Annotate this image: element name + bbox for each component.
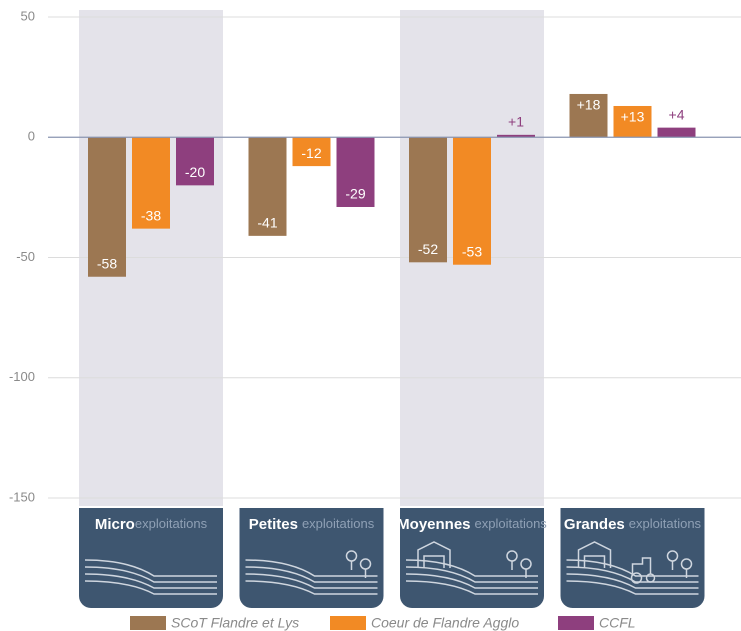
field-line xyxy=(405,580,538,595)
field-line xyxy=(566,566,699,583)
legend-label: Coeur de Flandre Agglo xyxy=(371,615,519,631)
category-name: Moyennes xyxy=(397,516,470,533)
category-label: Petites exploitations xyxy=(249,516,375,533)
bar xyxy=(409,137,447,263)
y-tick-label: -150 xyxy=(9,489,35,504)
category-panel: Petites exploitations xyxy=(239,508,384,608)
bar xyxy=(88,137,126,277)
tractor xyxy=(631,557,652,574)
field-line xyxy=(84,559,217,577)
legend-swatch xyxy=(558,616,594,630)
field-line xyxy=(84,573,217,589)
bar xyxy=(292,137,331,167)
value-label: -38 xyxy=(141,207,161,223)
field-line xyxy=(566,580,699,595)
value-label: -52 xyxy=(418,241,438,257)
category-suffix: exploitations xyxy=(135,516,208,531)
value-label: +1 xyxy=(508,114,524,130)
value-label: -29 xyxy=(345,186,365,202)
legend-label: CCFL xyxy=(599,615,636,631)
category-suffix: exploitations xyxy=(475,516,548,531)
field-line xyxy=(245,580,378,595)
field-line xyxy=(405,573,538,589)
field-line xyxy=(84,580,217,595)
bar xyxy=(497,134,535,138)
category-name: Grandes xyxy=(564,516,625,533)
bar xyxy=(132,137,170,229)
bar xyxy=(176,137,214,186)
value-label: +13 xyxy=(621,109,645,125)
category-name: Micro xyxy=(95,516,135,533)
bar xyxy=(569,93,608,138)
category-suffix: exploitations xyxy=(302,516,375,531)
field-line xyxy=(405,559,538,577)
y-tick-label: -100 xyxy=(9,369,35,384)
y-tick-label: -50 xyxy=(16,249,35,264)
field-line xyxy=(566,573,699,589)
category-label: Grandes exploitations xyxy=(564,516,702,533)
field-line xyxy=(405,566,538,583)
value-label: -58 xyxy=(97,255,117,271)
tractor-wheel xyxy=(630,572,643,584)
bar xyxy=(336,137,375,207)
bar xyxy=(248,137,287,236)
value-label: -41 xyxy=(257,215,277,231)
value-label: -12 xyxy=(301,145,321,161)
bar xyxy=(613,105,652,138)
field-line xyxy=(84,566,217,583)
value-label: +4 xyxy=(669,106,685,122)
tractor-wheel xyxy=(645,573,656,583)
field-line xyxy=(245,566,378,583)
legend-label: SCoT Flandre et Lys xyxy=(171,615,299,631)
y-tick-label: 0 xyxy=(28,129,35,144)
field-line xyxy=(245,559,378,577)
field-line xyxy=(566,559,699,577)
value-label: +18 xyxy=(577,97,601,113)
barn xyxy=(417,541,451,568)
bar xyxy=(657,127,696,138)
category-panel: Grandes exploitations xyxy=(560,508,705,608)
legend-swatch xyxy=(130,616,166,630)
category-panel: Moyennes exploitations xyxy=(397,508,547,608)
bar xyxy=(453,137,491,265)
category-suffix: exploitations xyxy=(629,516,702,531)
value-label: -20 xyxy=(185,164,205,180)
value-label: -53 xyxy=(462,243,482,259)
category-label: Microexploitations xyxy=(95,516,208,533)
category-name: Petites xyxy=(249,516,298,533)
y-tick-label: 50 xyxy=(21,8,35,23)
field-line xyxy=(245,573,378,589)
category-panel: Microexploitations xyxy=(79,508,223,608)
barn xyxy=(577,541,612,568)
category-label: Moyennes exploitations xyxy=(397,516,547,533)
legend-swatch xyxy=(330,616,366,630)
